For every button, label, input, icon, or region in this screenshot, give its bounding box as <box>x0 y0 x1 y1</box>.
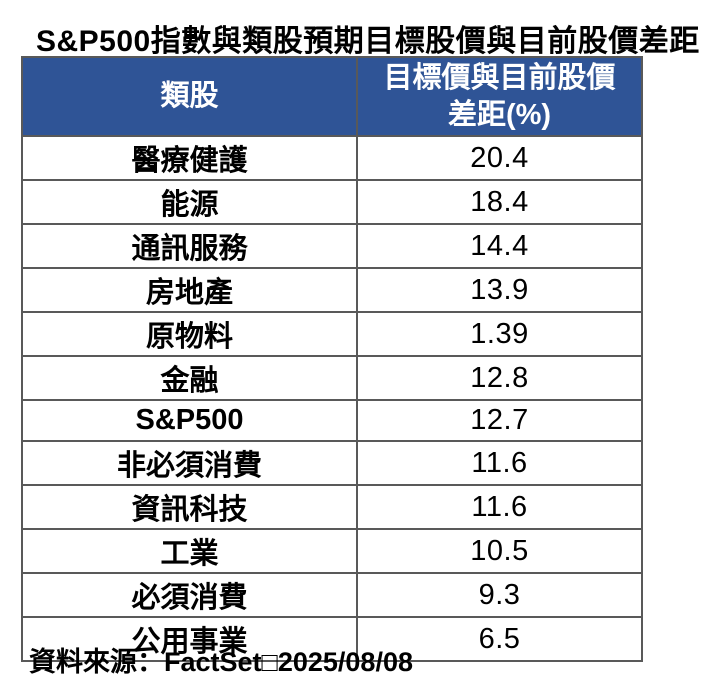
table-row: 公用事業 6.5 <box>21 616 643 662</box>
value-cell: 6.5 <box>356 616 643 662</box>
sector-cell: 金融 <box>21 355 358 401</box>
header-cell-value: 目標價與目前股價 差距(%) <box>356 56 643 137</box>
table-row: S&P500 12.7 <box>21 399 643 442</box>
table-row: 工業 10.5 <box>21 528 643 574</box>
sector-cell: 資訊科技 <box>21 484 358 530</box>
table-row: 金融 12.8 <box>21 355 643 401</box>
sector-cell: 原物料 <box>21 311 358 357</box>
page-title: S&P500指數與類股預期目標股價與目前股價差距 <box>36 25 700 58</box>
sector-cell: 必須消費 <box>21 572 358 618</box>
table-row: 通訊服務 14.4 <box>21 223 643 269</box>
table-row: 資訊科技 11.6 <box>21 484 643 530</box>
value-cell: 10.5 <box>356 528 643 574</box>
table-row: 非必須消費 11.6 <box>21 440 643 486</box>
header-sector-label: 類股 <box>160 80 219 113</box>
sector-cell: 工業 <box>21 528 358 574</box>
value-cell: 12.8 <box>356 355 643 401</box>
sector-cell: 房地產 <box>21 267 358 313</box>
sector-cell: 通訊服務 <box>21 223 358 269</box>
table-body: 醫療健護 20.4 能源 18.4 通訊服務 14.4 房地產 13.9 原物料… <box>21 135 643 662</box>
value-cell: 12.7 <box>356 399 643 442</box>
sector-target-price-table: 類股 目標價與目前股價 差距(%) 醫療健護 20.4 能源 18.4 通訊服務… <box>21 56 643 662</box>
sector-cell: 非必須消費 <box>21 440 358 486</box>
value-cell: 13.9 <box>356 267 643 313</box>
header-value-label-line1: 目標價與目前股價 <box>383 62 616 95</box>
data-source-caption: 資料來源：FactSet□2025/08/08 <box>29 647 413 677</box>
sector-cell: 公用事業 <box>21 616 358 662</box>
table-row: 醫療健護 20.4 <box>21 135 643 181</box>
value-cell: 20.4 <box>356 135 643 181</box>
header-row: 類股 目標價與目前股價 差距(%) <box>21 56 643 137</box>
table-row: 原物料 1.39 <box>21 311 643 357</box>
sector-cell: S&P500 <box>21 399 358 442</box>
value-cell: 11.6 <box>356 484 643 530</box>
sector-cell: 能源 <box>21 179 358 225</box>
header-cell-sector: 類股 <box>21 56 358 137</box>
value-cell: 1.39 <box>356 311 643 357</box>
header-value-label-line2: 差距(%) <box>447 98 552 131</box>
value-cell: 14.4 <box>356 223 643 269</box>
table-row: 必須消費 9.3 <box>21 572 643 618</box>
value-cell: 11.6 <box>356 440 643 486</box>
value-cell: 18.4 <box>356 179 643 225</box>
value-cell: 9.3 <box>356 572 643 618</box>
sector-cell: 醫療健護 <box>21 135 358 181</box>
table-row: 房地產 13.9 <box>21 267 643 313</box>
table-row: 能源 18.4 <box>21 179 643 225</box>
table-header: 類股 目標價與目前股價 差距(%) <box>21 56 643 137</box>
